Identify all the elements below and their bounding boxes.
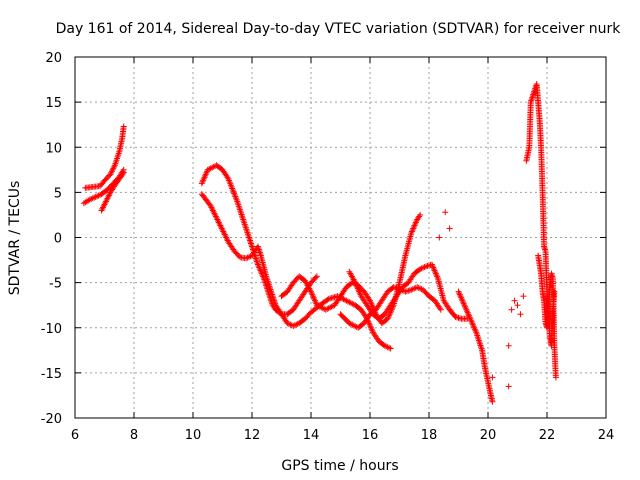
y-tick-label: 0 <box>54 232 62 247</box>
data-point <box>313 273 320 280</box>
data-point <box>387 345 394 352</box>
y-tick-label: -20 <box>41 412 62 427</box>
data-point <box>520 293 527 300</box>
data-point <box>120 169 127 176</box>
x-tick-label: 10 <box>185 428 202 443</box>
data-point <box>514 302 521 309</box>
data-point <box>290 322 297 329</box>
y-tick-label: -15 <box>41 367 62 382</box>
x-tick-label: 12 <box>244 428 261 443</box>
points-layer <box>80 81 559 405</box>
series-track-c <box>98 169 127 214</box>
data-point <box>552 374 559 381</box>
data-point <box>119 170 126 177</box>
data-point <box>511 297 518 304</box>
series-track-i <box>455 288 496 405</box>
x-tick-label: 14 <box>303 428 320 443</box>
data-point <box>120 123 127 130</box>
data-point <box>417 211 424 218</box>
data-point <box>517 311 524 318</box>
data-point <box>236 253 243 260</box>
data-point <box>409 286 416 293</box>
y-tick-label: -5 <box>49 277 62 292</box>
chart-title: Day 161 of 2014, Sidereal Day-to-day VTE… <box>56 21 622 37</box>
data-point <box>411 285 418 292</box>
data-point <box>293 321 300 328</box>
data-point <box>291 322 298 329</box>
data-point <box>324 296 331 303</box>
series-track-d <box>198 162 320 318</box>
data-point <box>418 265 425 272</box>
data-point <box>381 342 388 349</box>
x-tick-label: 8 <box>130 428 138 443</box>
data-point <box>489 374 496 381</box>
data-point <box>386 344 393 351</box>
data-point <box>508 306 515 313</box>
data-point <box>408 286 415 293</box>
data-point <box>246 253 253 260</box>
data-point <box>415 284 422 291</box>
data-point <box>89 195 96 202</box>
series-track-e <box>198 191 394 352</box>
data-point <box>421 264 428 271</box>
data-point <box>442 209 449 216</box>
data-point <box>505 342 512 349</box>
x-tick-label: 18 <box>421 428 438 443</box>
series-track-b <box>82 123 127 191</box>
data-point <box>91 194 98 201</box>
data-point <box>446 225 453 232</box>
data-point <box>95 192 102 199</box>
data-point <box>489 398 496 405</box>
data-point <box>436 234 443 241</box>
data-point <box>88 195 95 202</box>
data-point <box>284 320 291 327</box>
data-point <box>384 344 391 351</box>
y-tick-label: 5 <box>54 186 62 201</box>
data-point <box>414 284 421 291</box>
grid-layer <box>75 57 606 418</box>
x-tick-label: 22 <box>539 428 556 443</box>
y-tick-label: -10 <box>41 322 62 337</box>
data-point <box>437 306 444 313</box>
x-tick-label: 16 <box>362 428 379 443</box>
data-point <box>94 193 101 200</box>
data-point <box>383 343 390 350</box>
x-axis-title: GPS time / hours <box>281 458 398 474</box>
data-point <box>417 266 424 273</box>
data-point <box>244 254 251 261</box>
series-track-f <box>278 211 424 327</box>
y-tick-label: 10 <box>45 141 62 156</box>
data-point <box>417 285 424 292</box>
x-tick-label: 20 <box>480 428 497 443</box>
y-tick-label: 15 <box>45 96 62 111</box>
ticks-layer: 6 8 10 12 14 16 18 20 22 24 -20 -15 -10 -5 0 5 10 15 20 <box>41 51 615 443</box>
data-point <box>312 274 319 281</box>
data-point <box>420 264 427 271</box>
y-axis-title: SDTVAR / TECUs <box>7 181 23 296</box>
data-point <box>505 383 512 390</box>
y-tick-label: 20 <box>45 51 62 66</box>
series-track-j <box>523 81 558 349</box>
data-point <box>285 320 292 327</box>
data-point <box>86 196 93 203</box>
data-point <box>243 255 250 262</box>
data-point <box>287 321 294 328</box>
data-point <box>92 193 99 200</box>
x-tick-label: 6 <box>71 428 79 443</box>
series-isolated <box>436 209 527 390</box>
series-track-h <box>346 261 471 322</box>
x-tick-label: 24 <box>598 428 615 443</box>
series-track-k <box>535 252 559 381</box>
